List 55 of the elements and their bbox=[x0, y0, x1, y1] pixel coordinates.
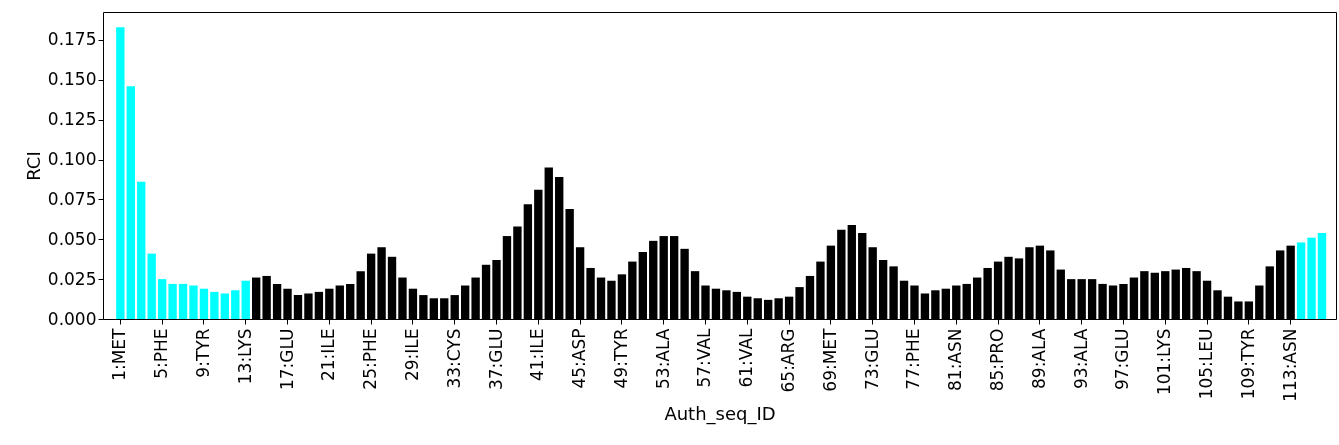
x-tick-label: 105:LEU bbox=[1196, 328, 1217, 400]
x-tick-label: 93:ALA bbox=[1070, 328, 1091, 389]
x-tick-label: 89:ALA bbox=[1028, 328, 1049, 389]
y-tick-label: 0.150 bbox=[47, 69, 97, 90]
y-tick-label: 0.125 bbox=[47, 109, 97, 130]
bar bbox=[1317, 232, 1327, 319]
y-tick-label: 0.075 bbox=[47, 188, 97, 209]
y-axis-title: RCI bbox=[22, 151, 44, 181]
x-tick-label: 1:MET bbox=[109, 327, 130, 381]
x-tick-label: 37:GLU bbox=[485, 328, 506, 391]
x-tick-label: 33:CYS bbox=[443, 328, 464, 389]
x-tick-label: 109:TYR bbox=[1237, 328, 1258, 400]
x-tick-label: 13:LYS bbox=[234, 328, 255, 385]
bar bbox=[1307, 237, 1316, 319]
x-tick-label: 5:PHE bbox=[151, 328, 172, 379]
bar bbox=[157, 279, 167, 319]
x-tick-label: 61:VAL bbox=[736, 327, 757, 388]
y-tick-label: 0.050 bbox=[47, 228, 97, 249]
x-tick-label: 25:PHE bbox=[360, 328, 381, 390]
x-tick-label: 41:ILE bbox=[527, 328, 548, 382]
bar bbox=[178, 283, 188, 319]
bar bbox=[168, 283, 177, 319]
y-tick-label: 0.175 bbox=[47, 29, 97, 50]
x-tick-label: 69:MET bbox=[819, 327, 840, 392]
y-tick-label: 0.100 bbox=[47, 149, 97, 170]
bar bbox=[210, 291, 219, 319]
x-tick-label: 45:ASP bbox=[569, 328, 590, 389]
bar bbox=[116, 27, 125, 319]
x-tick-label: 73:GLU bbox=[861, 328, 882, 391]
bar bbox=[231, 290, 240, 319]
x-tick-label: 57:VAL bbox=[694, 327, 715, 388]
x-axis-title: Auth_seq_ID bbox=[664, 402, 776, 425]
y-tick-label: 0.025 bbox=[47, 268, 97, 289]
x-tick-label: 53:ALA bbox=[652, 328, 673, 389]
x-tick-label: 97:GLU bbox=[1112, 328, 1133, 391]
x-tick-label: 65:ARG bbox=[778, 328, 799, 393]
bar bbox=[199, 288, 209, 319]
x-tick-label: 101:LYS bbox=[1154, 328, 1175, 396]
x-tick-label: 9:TYR bbox=[192, 328, 213, 378]
x-tick-label: 113:ASN bbox=[1279, 328, 1300, 402]
y-tick-label: 0.000 bbox=[47, 308, 97, 329]
bar bbox=[126, 86, 135, 319]
bar bbox=[241, 280, 250, 319]
x-tick-label: 85:PRO bbox=[987, 328, 1008, 392]
bar bbox=[137, 181, 146, 319]
x-tick-label: 77:PHE bbox=[903, 328, 924, 390]
x-tick-label: 17:GLU bbox=[276, 328, 297, 391]
x-tick-label: 29:ILE bbox=[401, 328, 422, 382]
bar bbox=[1296, 242, 1306, 319]
x-tick-label: 81:ASN bbox=[945, 328, 966, 391]
x-tick-label: 21:ILE bbox=[318, 328, 339, 382]
bar bbox=[147, 253, 156, 319]
bar bbox=[189, 285, 198, 319]
bar bbox=[220, 293, 230, 319]
x-tick-label: 49:TYR bbox=[610, 328, 631, 389]
